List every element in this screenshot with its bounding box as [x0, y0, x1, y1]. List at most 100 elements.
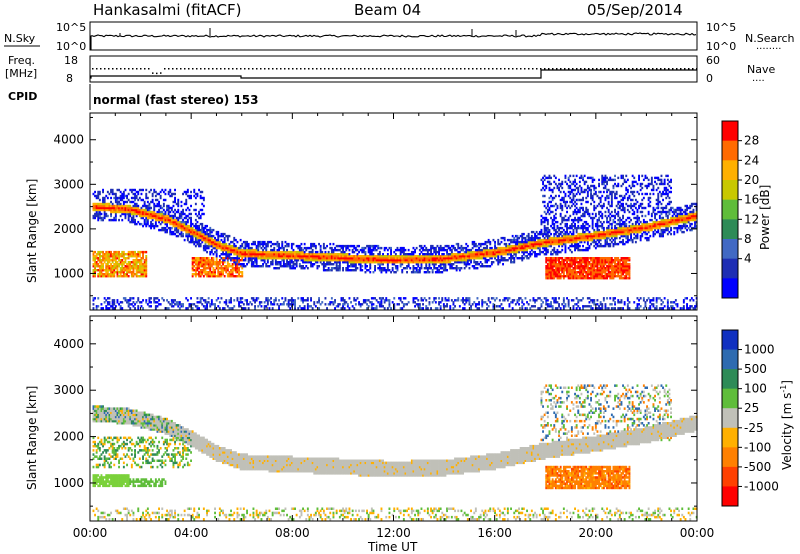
power-cell [159, 210, 162, 214]
power-cell [338, 267, 341, 270]
power-cell [566, 269, 568, 272]
power-cell [297, 307, 300, 310]
power-cell [138, 265, 141, 268]
power-cell [284, 265, 287, 268]
power-cell [583, 188, 586, 192]
power-cell [380, 246, 383, 250]
power-cell [370, 261, 373, 264]
power-cell [570, 204, 573, 208]
power-cell [113, 210, 116, 214]
power-cell [390, 246, 392, 250]
power-cell [140, 257, 143, 260]
power-cell [113, 250, 116, 254]
power-cell [548, 196, 551, 200]
power-cell [134, 261, 136, 264]
nave-dot [680, 68, 682, 70]
power-cell [97, 259, 100, 262]
power-cell [346, 265, 349, 268]
power-cell [102, 200, 104, 204]
power-cell [180, 230, 183, 234]
power-cell [332, 263, 335, 266]
power-cell [178, 301, 181, 304]
power-cell [542, 200, 544, 204]
power-cell [538, 230, 541, 234]
power-cell [572, 180, 575, 184]
power-cell [238, 301, 240, 304]
power-cell [178, 212, 181, 216]
power-cell [420, 267, 423, 270]
power-cell [482, 301, 485, 304]
power-cell [306, 257, 309, 260]
power-cell [271, 250, 274, 254]
power-cell [255, 265, 258, 268]
power-cell [559, 257, 562, 260]
power-cell [342, 250, 344, 254]
power-cell [177, 218, 180, 222]
power-cell [199, 242, 202, 246]
power-cell [108, 273, 111, 276]
power-cell [423, 248, 426, 252]
power-cell [121, 218, 124, 222]
power-cell [580, 226, 583, 230]
power-cell [127, 218, 130, 222]
power-cell [572, 263, 575, 266]
power-cell [438, 271, 440, 274]
power-cell [102, 307, 104, 310]
power-cell [194, 222, 197, 226]
power-cell [567, 303, 570, 306]
power-cell [94, 255, 96, 258]
power-cell [334, 255, 336, 258]
date-title: 05/Sep/2014 [587, 1, 683, 19]
power-cell [572, 228, 575, 232]
power-cell [585, 208, 588, 212]
power-cell [186, 226, 189, 230]
power-cell [574, 204, 576, 208]
power-cell [194, 212, 197, 216]
power-cell [385, 259, 388, 262]
power-cell [286, 242, 288, 246]
power-cell [556, 269, 559, 272]
power-cell [546, 305, 549, 308]
power-cell [567, 273, 570, 276]
power-cell [106, 255, 109, 258]
power-cell [286, 244, 288, 248]
power-cell [201, 303, 204, 306]
power-cell [246, 244, 248, 248]
power-cell [583, 230, 586, 234]
power-cell [134, 208, 136, 212]
power-cell [121, 265, 124, 268]
power-cell [540, 214, 543, 218]
power-cell [260, 257, 263, 260]
power-cell [182, 226, 184, 230]
power-cell [582, 230, 584, 234]
power-cell [481, 303, 484, 306]
power-cell [386, 253, 389, 256]
power-cell [302, 253, 304, 256]
power-cell [572, 220, 575, 224]
nave-dot [612, 68, 614, 70]
power-cell [177, 234, 180, 238]
power-cell [250, 246, 253, 250]
power-cell [278, 263, 280, 266]
power-cell [182, 224, 184, 228]
power-cell [201, 226, 204, 230]
power-cell [415, 271, 418, 274]
power-cell [548, 234, 551, 238]
power-cell [468, 250, 471, 254]
nave-dot [632, 68, 634, 70]
power-cell [378, 246, 381, 250]
power-cell [137, 299, 140, 302]
power-cell [124, 297, 127, 300]
power-cell [231, 248, 234, 252]
power-cell [241, 273, 244, 276]
power-cell [327, 259, 330, 262]
power-cell [281, 250, 284, 254]
power-cell [332, 248, 335, 252]
power-cell [140, 269, 143, 272]
power-cell [401, 250, 404, 254]
power-cell [102, 198, 104, 202]
power-cell [428, 297, 431, 300]
power-cell [198, 188, 200, 192]
power-cell [553, 240, 556, 244]
power-cell [412, 271, 415, 274]
